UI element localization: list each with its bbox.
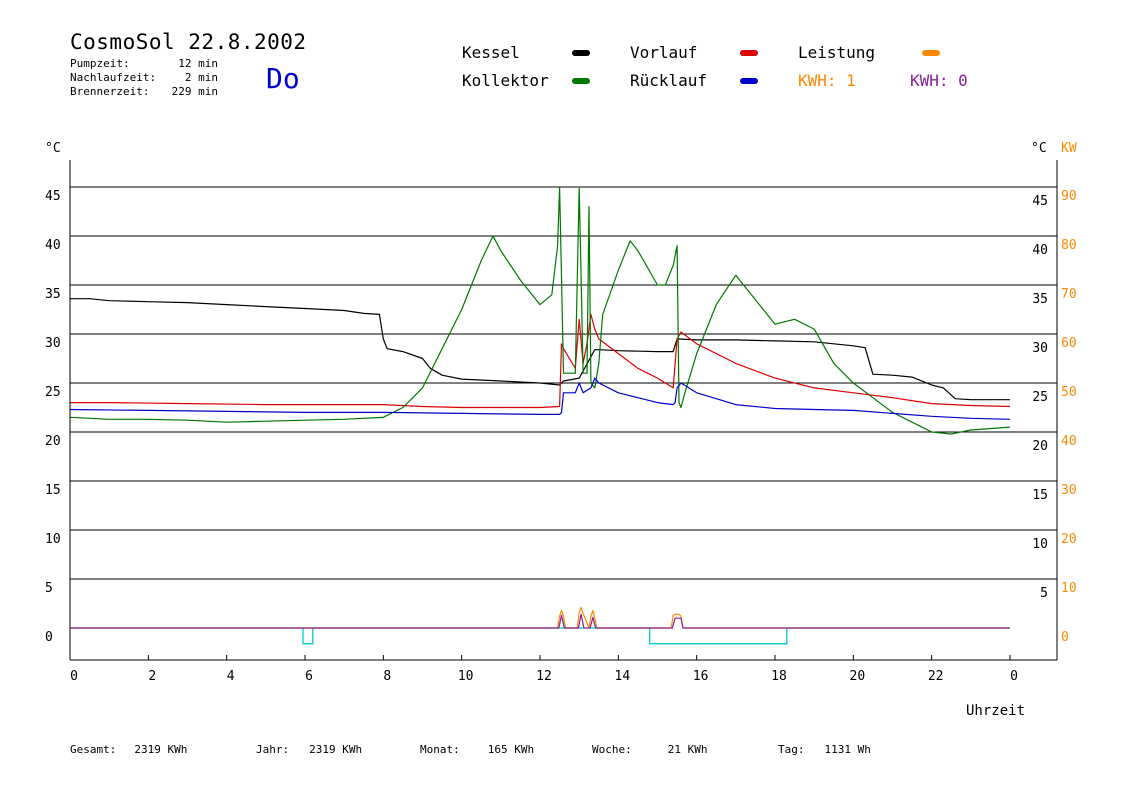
x-tick-label: 0	[70, 669, 78, 684]
y-axis-unit-right: °C	[1031, 141, 1047, 156]
chart-title: CosmoSol 22.8.2002	[70, 30, 307, 54]
x-tick-label: 10	[458, 669, 474, 684]
footer-label: Jahr:	[256, 743, 290, 756]
y-tick-label-left: 20	[45, 434, 61, 449]
kw-tick-label: 30	[1061, 483, 1077, 498]
legend-vorlauf-swatch	[740, 50, 758, 56]
footer-value: 21 KWh	[667, 743, 708, 756]
footer-monat: Monat: 165 KWh	[420, 743, 534, 756]
x-tick-label: 6	[305, 669, 313, 684]
series-kollektor-line	[69, 186, 1011, 435]
series-layer	[69, 186, 1011, 645]
x-tick-label: 22	[928, 669, 944, 684]
x-tick-label: 18	[771, 669, 787, 684]
y-tick-label-right: 5	[1040, 586, 1048, 601]
info-pumpzeit: Pumpzeit: 12 min	[70, 57, 218, 70]
footer-value: 2319 KWh	[134, 743, 188, 756]
x-axis-label: Uhrzeit	[966, 703, 1025, 719]
footer-value: 1131 Wh	[824, 743, 871, 756]
footer-gesamt: Gesamt: 2319 KWh	[70, 743, 187, 756]
footer-label: Tag:	[778, 743, 805, 756]
legend-kwh0-label: KWH: 0	[910, 71, 968, 90]
legend-kessel-label: Kessel	[462, 43, 520, 62]
info-label: Nachlaufzeit:	[70, 71, 157, 84]
y-axis-unit-left: °C	[45, 141, 61, 156]
footer-jahr: Jahr: 2319 KWh	[256, 743, 362, 756]
kw-tick-label: 10	[1061, 581, 1077, 596]
info-brennerzeit: Brennerzeit: 229 min	[70, 85, 218, 98]
series-ruecklauf-line	[69, 377, 1011, 420]
series-kwh0-line	[70, 613, 1010, 629]
y-tick-label-left: 10	[45, 532, 61, 547]
legend-kwh1-label: KWH: 1	[798, 71, 856, 90]
x-tick-label: 20	[850, 669, 866, 684]
footer-label: Monat:	[420, 743, 460, 756]
y-tick-label-left: 30	[45, 336, 61, 351]
pump-line	[70, 627, 1010, 645]
kw-tick-label: 80	[1061, 238, 1077, 253]
legend-ruecklauf-swatch	[740, 78, 758, 84]
kw-tick-label: 50	[1061, 385, 1077, 400]
legend-kollektor-label: Kollektor	[462, 71, 549, 90]
x-tick-label: 14	[615, 669, 631, 684]
footer-label: Woche:	[592, 743, 632, 756]
y-tick-label-right: 35	[1032, 292, 1048, 307]
y-tick-label-left: 35	[45, 287, 61, 302]
y-tick-label-right: 20	[1032, 439, 1048, 454]
y-tick-label-right: 15	[1032, 488, 1048, 503]
y-tick-label-right: 10	[1032, 537, 1048, 552]
legend-kessel-swatch	[572, 50, 590, 56]
y-tick-label-right: 40	[1032, 243, 1048, 258]
weekday-label: Do	[266, 62, 300, 95]
series-leistung-line	[70, 606, 1010, 629]
series-kessel-line	[70, 298, 1010, 401]
legend-vorlauf-label: Vorlauf	[630, 43, 698, 62]
y-tick-label-left: 25	[45, 385, 61, 400]
kw-tick-label: 20	[1061, 532, 1077, 547]
x-tick-label: 16	[693, 669, 709, 684]
kw-tick-label: 90	[1061, 189, 1077, 204]
y-tick-label-right: 25	[1032, 390, 1048, 405]
legend-kollektor-swatch	[572, 78, 590, 84]
y-tick-label-right: 45	[1032, 194, 1048, 209]
footer-value: 165 KWh	[487, 743, 535, 756]
x-tick-label: 2	[148, 669, 156, 684]
footer-label: Gesamt:	[70, 743, 117, 756]
info-nachlaufzeit: Nachlaufzeit: 2 min	[70, 71, 218, 84]
info-label: Pumpzeit:	[70, 57, 130, 70]
info-label: Brennerzeit:	[70, 85, 150, 98]
info-value: 229 min	[171, 85, 218, 98]
x-tick-label: 4	[227, 669, 235, 684]
kw-tick-label: 0	[1061, 630, 1069, 645]
legend-leistung-label: Leistung	[798, 43, 876, 62]
footer-tag: Tag: 1131 Wh	[778, 743, 871, 756]
grid-layer	[70, 186, 1057, 580]
info-value: 12 min	[178, 57, 218, 70]
series-vorlauf-line	[70, 313, 1011, 409]
kw-tick-label: 40	[1061, 434, 1077, 449]
y-tick-label-left: 40	[45, 238, 61, 253]
x-tick-label: 12	[536, 669, 552, 684]
y-tick-label-left: 0	[45, 630, 53, 645]
legend-ruecklauf-label: Rücklauf	[630, 71, 708, 90]
y-tick-label-left: 5	[45, 581, 53, 596]
footer-value: 2319 KWh	[309, 743, 363, 756]
y-tick-label-right: 30	[1032, 341, 1048, 356]
x-tick-label: 8	[383, 669, 391, 684]
kw-tick-label: 70	[1061, 287, 1077, 302]
info-value: 2 min	[184, 71, 218, 84]
legend-leistung-swatch	[922, 50, 940, 56]
footer-woche: Woche: 21 KWh	[592, 743, 708, 756]
kw-tick-label: 60	[1061, 336, 1077, 351]
x-tick-label: 0	[1010, 669, 1018, 684]
kw-axis-unit: KW	[1061, 141, 1077, 156]
y-tick-label-left: 45	[45, 189, 61, 204]
y-tick-label-left: 15	[45, 483, 61, 498]
